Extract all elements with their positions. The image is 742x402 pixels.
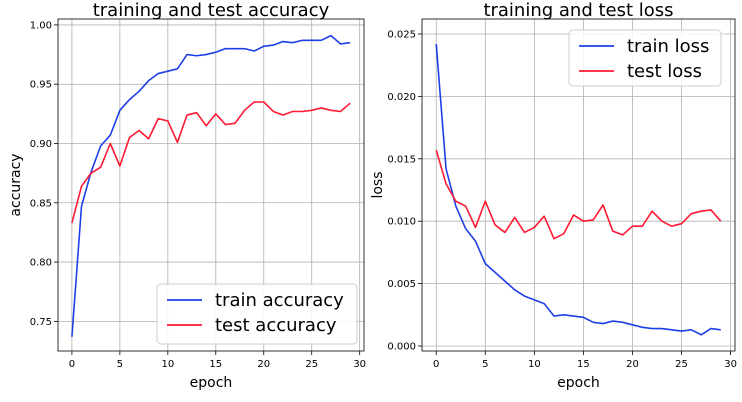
loss-ytick-label-3: 0.015 [387,154,416,165]
loss-ytick-label-0: 0.000 [387,342,416,353]
accuracy-legend: train accuracy test accuracy [156,283,358,345]
accuracy-y-axis-label: accuracy [8,153,24,216]
accuracy-ytick-label-2: 0.85 [30,198,52,209]
accuracy-xtick-label-1: 5 [117,359,123,370]
loss-xtick-label-0: 0 [433,359,439,370]
accuracy-ytick-label-4: 0.95 [30,80,52,91]
accuracy-panel: 0 5 10 15 20 25 30 0.75 0.80 0.85 0.90 0.95 1.00 trai… [8,0,366,391]
loss-ytick-label-5: 0.025 [387,29,416,40]
accuracy-xtick-label-2: 10 [161,359,174,370]
accuracy-xtick-label-6: 30 [353,359,366,370]
accuracy-legend-frame [156,283,358,345]
loss-y-axis-label: loss [370,171,386,198]
accuracy-axes-frame [57,18,365,352]
loss-ytick-label-2: 0.010 [387,217,416,228]
loss-x-axis-label: epoch [557,375,600,391]
accuracy-ytick-label-3: 0.90 [30,139,52,150]
accuracy-ytick-label-0: 0.75 [30,317,52,328]
train-accuracy-line [71,34,351,337]
accuracy-xtick-label-4: 20 [257,359,270,370]
test-accuracy-legend-label: test accuracy [215,315,337,336]
loss-panel: 0 5 10 15 20 25 30 0.000 0.005 0.010 0.015 0.020 0.0… [370,0,737,391]
loss-xtick-label-3: 15 [577,359,590,370]
accuracy-ytick-label-1: 0.80 [30,258,52,269]
test-loss-line [435,149,722,240]
accuracy-chart-title: training and test accuracy [93,0,330,21]
test-accuracy-line [71,101,351,224]
train-loss-line [435,43,721,336]
accuracy-xtick-label-5: 25 [305,359,318,370]
loss-xtick-label-1: 5 [482,359,488,370]
loss-xtick-label-4: 20 [626,359,639,370]
test-loss-legend-label: test loss [627,61,702,82]
accuracy-xtick-label-3: 15 [209,359,222,370]
loss-axes-frame [421,18,736,352]
accuracy-xtick-label-0: 0 [69,359,75,370]
loss-legend: train loss test loss [568,29,722,87]
loss-ytick-label-4: 0.020 [387,92,416,103]
accuracy-ytick-label-5: 1.00 [30,20,52,31]
loss-xtick-label-5: 25 [675,359,688,370]
accuracy-x-axis-label: epoch [190,375,233,391]
train-loss-legend-label: train loss [627,36,709,57]
loss-legend-frame [568,29,722,87]
loss-ytick-label-1: 0.005 [387,279,416,290]
loss-chart-title: training and test loss [483,0,673,21]
train-accuracy-legend-label: train accuracy [215,290,344,311]
loss-xtick-label-2: 10 [528,359,541,370]
loss-xtick-label-6: 30 [724,359,737,370]
